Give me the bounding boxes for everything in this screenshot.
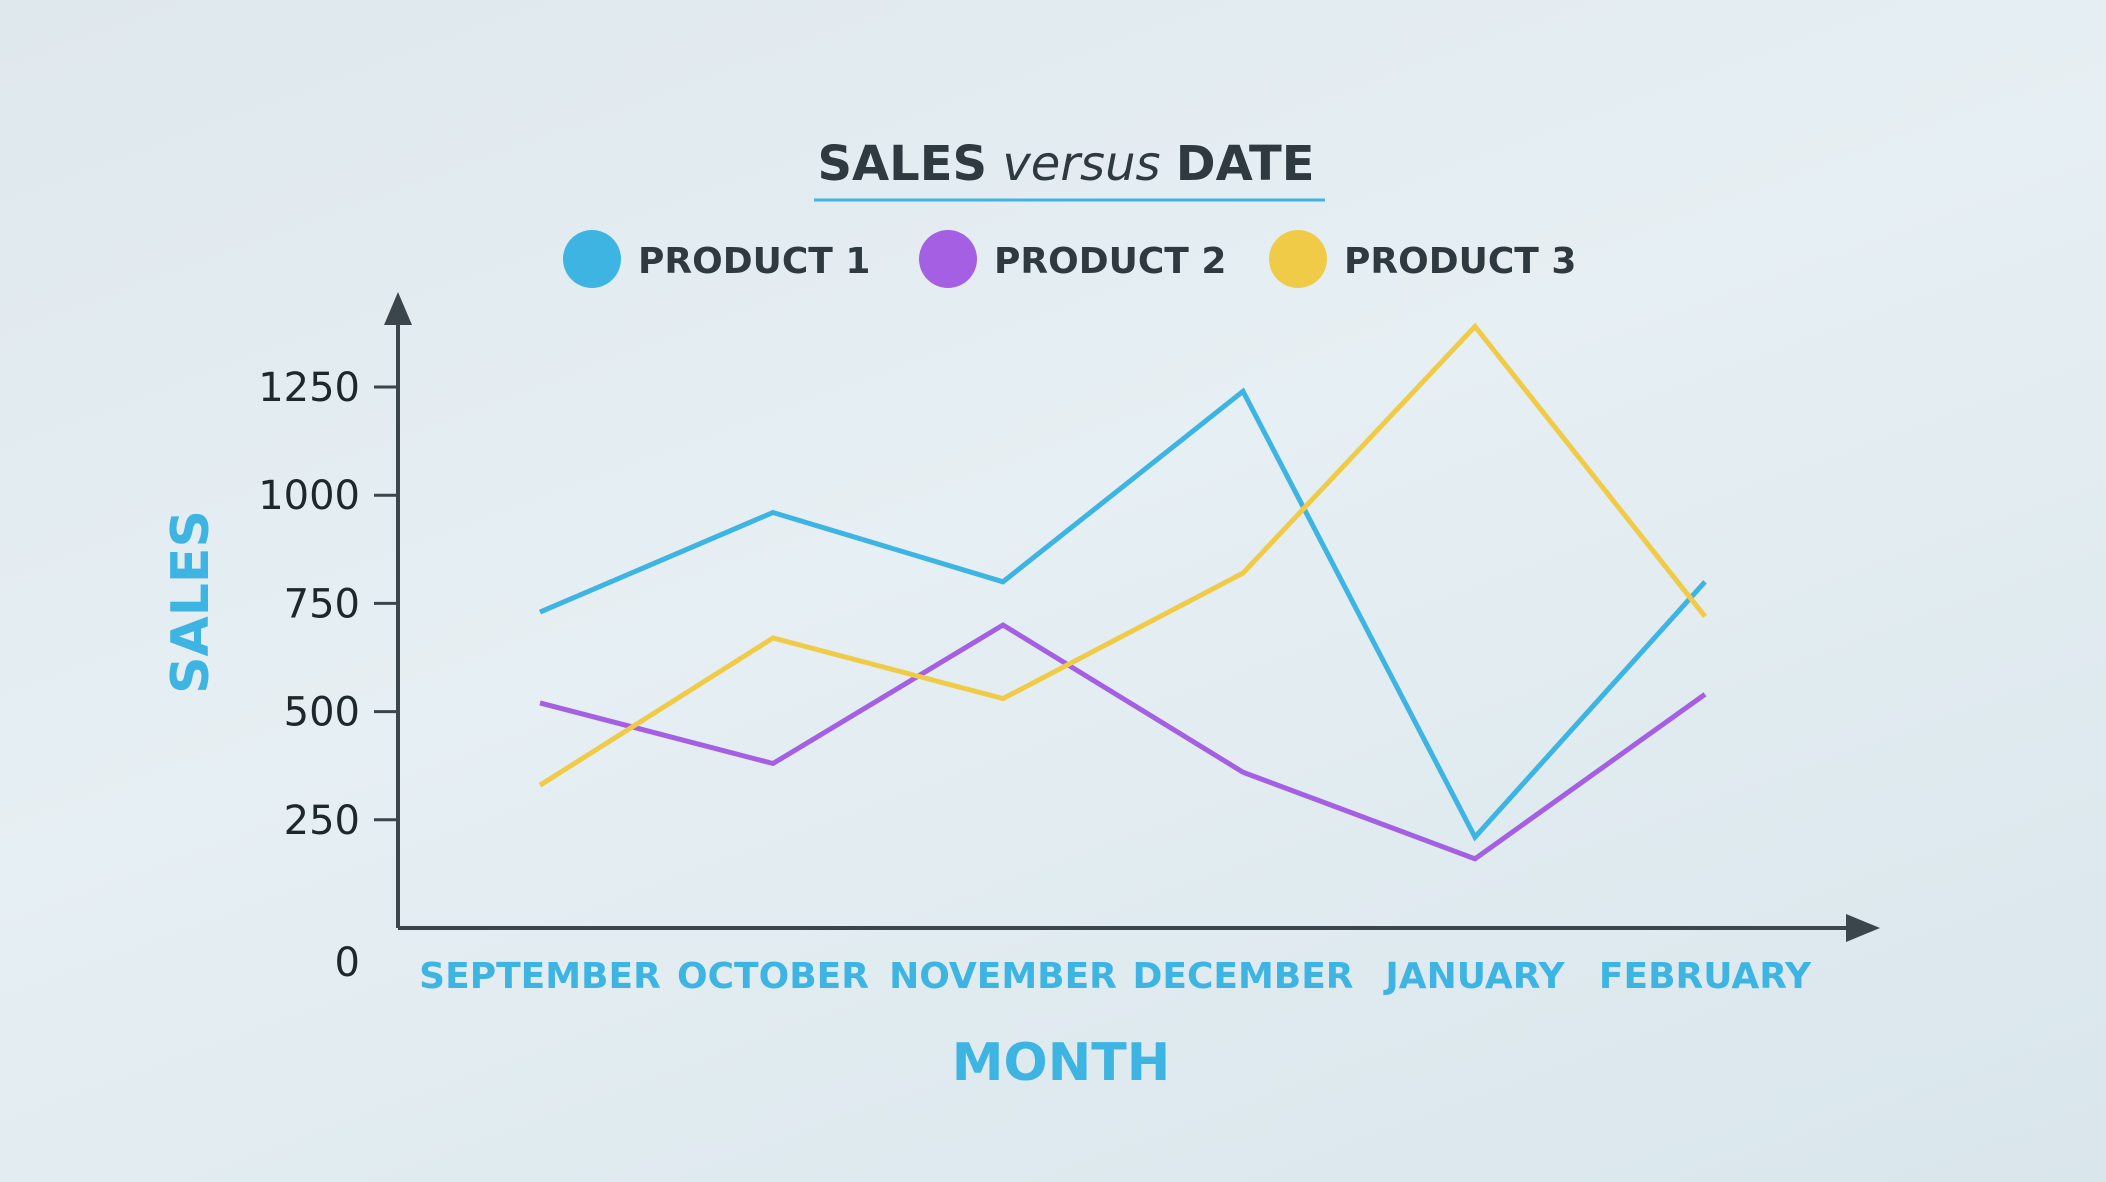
x-tick-label: JANUARY: [1382, 956, 1565, 997]
series-line: [538, 322, 1707, 788]
series-line: [539, 387, 1707, 842]
legend-swatch: [919, 230, 977, 288]
legend-item: PRODUCT 3: [1269, 230, 1576, 288]
chart-title-part: SALES: [817, 136, 987, 192]
chart-title-part: DATE: [1176, 136, 1315, 192]
legend-swatch: [563, 230, 621, 288]
y-tick-label: 750: [284, 581, 360, 627]
axes: [374, 292, 1880, 942]
chart-title-group: SALES versus DATE: [817, 136, 1314, 192]
x-axis-arrow: [1846, 914, 1880, 942]
legend: PRODUCT 1 PRODUCT 2 PRODUCT 3: [563, 230, 1576, 288]
y-axis-title: SALES: [161, 510, 221, 694]
x-tick-labels: SEPTEMBER OCTOBER NOVEMBER DECEMBER JANUARY F…: [419, 956, 1812, 997]
chart-title: SALES versus DATE: [817, 136, 1314, 192]
y-tick-label: 500: [284, 690, 360, 736]
legend-item: PRODUCT 2: [919, 230, 1226, 288]
y-tick-labels: 0 250 500 750 1000 1250: [258, 365, 360, 986]
legend-item: PRODUCT 1: [563, 230, 870, 288]
legend-label: PRODUCT 3: [1344, 241, 1576, 282]
legend-swatch: [1269, 230, 1327, 288]
y-tick-label: 1250: [258, 365, 360, 411]
series-line: [539, 622, 1707, 862]
legend-label: PRODUCT 1: [638, 241, 870, 282]
x-tick-label: SEPTEMBER: [419, 956, 661, 997]
y-tick-label: 0: [335, 940, 360, 986]
y-tick-label: 250: [284, 798, 360, 844]
x-tick-label: NOVEMBER: [889, 956, 1117, 997]
legend-label: PRODUCT 2: [994, 241, 1226, 282]
y-axis-arrow: [384, 292, 412, 325]
series-lines: [538, 322, 1707, 862]
y-tick-label: 1000: [258, 473, 360, 519]
x-tick-label: DECEMBER: [1132, 956, 1353, 997]
x-axis-title: MONTH: [952, 1033, 1170, 1093]
x-tick-label: FEBRUARY: [1599, 956, 1812, 997]
x-tick-label: OCTOBER: [677, 956, 869, 997]
chart-title-part: versus: [987, 136, 1176, 192]
